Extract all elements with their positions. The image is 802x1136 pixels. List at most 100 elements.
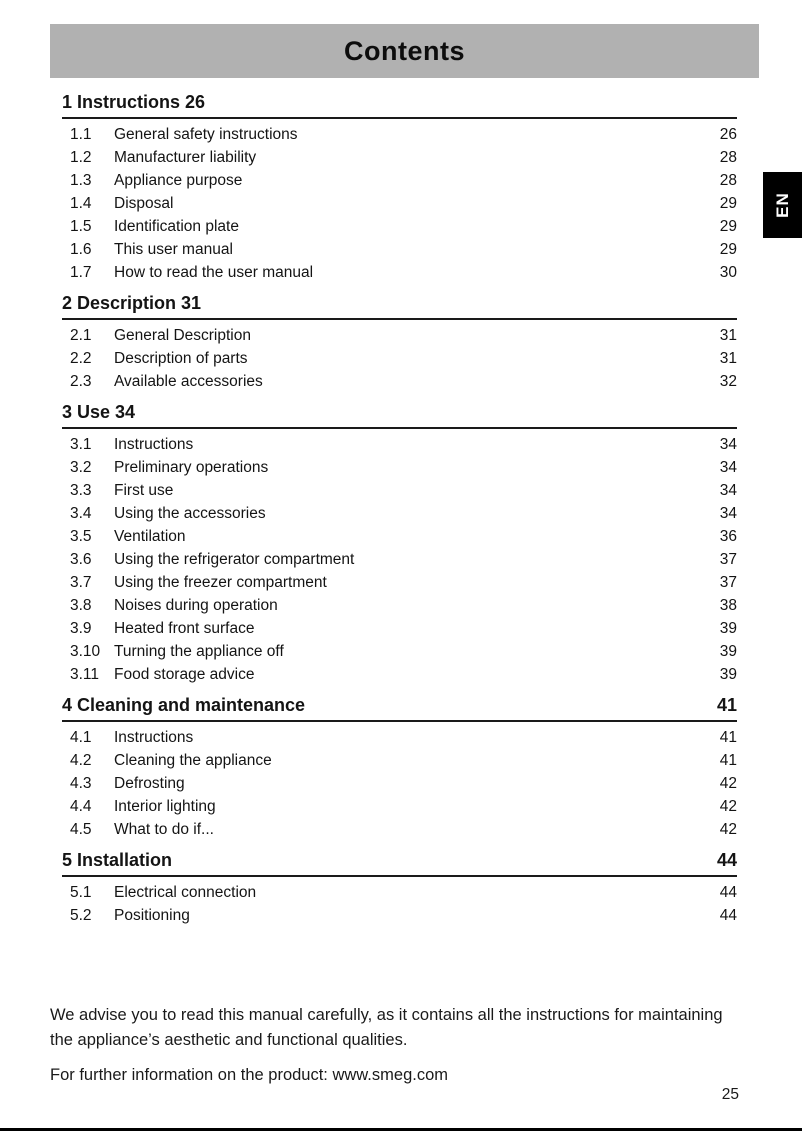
toc-item-label: Using the freezer compartment: [114, 573, 327, 591]
toc-section-1: 1 Instructions 26 1.1 General safety instr…: [62, 92, 737, 284]
toc-item: 3.4 Using the accessories 34: [62, 502, 737, 525]
toc-item-page: 42: [719, 774, 737, 792]
toc-item-page: 34: [719, 504, 737, 522]
toc-item: 1.5 Identification plate 29: [62, 215, 737, 238]
toc-section-header: 2 Description 31: [62, 293, 737, 320]
toc-item-number: 3.1: [70, 435, 92, 453]
toc-item-number: 4.5: [70, 820, 92, 838]
toc-section-5: 5 Installation 44 5.1 Electrical connection…: [62, 850, 737, 927]
toc-item: 2.2 Description of parts 31: [62, 347, 737, 370]
toc-item-page: 39: [719, 665, 737, 683]
toc-item-label: Interior lighting: [114, 797, 216, 815]
toc-item-label: What to do if...: [114, 820, 214, 838]
footer-paragraph: For further information on the product: …: [50, 1066, 448, 1084]
toc-item-page: 29: [719, 194, 737, 212]
toc-item-page: 37: [719, 550, 737, 568]
toc-item-label: Disposal: [114, 194, 174, 212]
toc-item-number: 2.3: [70, 372, 92, 390]
toc-item-page: 28: [719, 171, 737, 189]
toc: 1 Instructions 26 1.1 General safety instr…: [62, 92, 737, 927]
toc-item: 4.1 Instructions 41: [62, 726, 737, 749]
toc-item-label: Cleaning the appliance: [114, 751, 272, 769]
language-tab-label: EN: [772, 192, 792, 218]
toc-item: 3.3 First use 34: [62, 479, 737, 502]
toc-item: 4.3 Defrosting 42: [62, 772, 737, 795]
toc-item-label: Using the refrigerator compartment: [114, 550, 355, 568]
toc-item-page: 29: [719, 240, 737, 258]
toc-item: 3.11 Food storage advice 39: [62, 663, 737, 686]
toc-section-3: 3 Use 34 3.1 Instructions 34 3.2 Preliminary …: [62, 402, 737, 686]
toc-item-page: 44: [719, 883, 737, 901]
toc-item-number: 2.1: [70, 326, 92, 344]
toc-item: 3.8 Noises during operation 38: [62, 594, 737, 617]
toc-item: 5.2 Positioning 44: [62, 904, 737, 927]
toc-item: 2.1 General Description 31: [62, 324, 737, 347]
toc-item-label: Noises during operation: [114, 596, 278, 614]
toc-item: 4.5 What to do if... 42: [62, 818, 737, 841]
toc-item-number: 3.11: [70, 665, 100, 683]
toc-section-title: 5 Installation: [62, 850, 173, 870]
contents-title-bar: Contents: [50, 24, 759, 78]
toc-section-title: 2 Description 31: [62, 293, 202, 313]
toc-item-label: Positioning: [114, 906, 190, 924]
toc-item-number: 3.7: [70, 573, 92, 591]
toc-item-number: 1.4: [70, 194, 92, 212]
toc-section-title: 1 Instructions 26: [62, 92, 206, 112]
toc-item: 1.1 General safety instructions 26: [62, 123, 737, 146]
toc-section-page: 44: [716, 850, 737, 870]
toc-item-label: Electrical connection: [114, 883, 257, 901]
toc-item-number: 1.1: [70, 125, 92, 143]
toc-item: 3.10 Turning the appliance off 39: [62, 640, 737, 663]
toc-item-page: 26: [719, 125, 737, 143]
toc-item-number: 4.1: [70, 728, 92, 746]
toc-section-items: 5.1 Electrical connection 44 5.2 Positioning…: [62, 877, 737, 927]
toc-item-label: This user manual: [114, 240, 233, 258]
toc-item-label: Available accessories: [114, 372, 263, 390]
toc-item-label: Heated front surface: [114, 619, 255, 637]
toc-item-page: 34: [719, 458, 737, 476]
toc-item: 3.6 Using the refrigerator compartment 37: [62, 548, 737, 571]
toc-item-number: 4.3: [70, 774, 92, 792]
toc-item-page: 32: [719, 372, 737, 390]
toc-item-label: Turning the appliance off: [114, 642, 284, 660]
page-title: Contents: [344, 35, 465, 66]
toc-section-header: 5 Installation 44: [62, 850, 737, 877]
toc-item: 4.4 Interior lighting 42: [62, 795, 737, 818]
toc-item: 4.2 Cleaning the appliance 41: [62, 749, 737, 772]
toc-item-label: Description of parts: [114, 349, 248, 367]
toc-item: 3.2 Preliminary operations 34: [62, 456, 737, 479]
toc-item-page: 29: [719, 217, 737, 235]
toc-section-title: 4 Cleaning and maintenance: [62, 695, 306, 715]
toc-section-header: 3 Use 34: [62, 402, 737, 429]
toc-item-page: 30: [719, 263, 737, 281]
toc-item-page: 31: [719, 349, 737, 367]
toc-item-label: Food storage advice: [114, 665, 255, 683]
toc-item: 1.4 Disposal 29: [62, 192, 737, 215]
toc-item: 3.7 Using the freezer compartment 37: [62, 571, 737, 594]
toc-item-page: 39: [719, 642, 737, 660]
toc-item: 1.6 This user manual 29: [62, 238, 737, 261]
toc-item-number: 3.9: [70, 619, 92, 637]
toc-item-label: Ventilation: [114, 527, 186, 545]
toc-item-number: 3.2: [70, 458, 92, 476]
toc-item-label: General safety instructions: [114, 125, 298, 143]
toc-item: 2.3 Available accessories 32: [62, 370, 737, 393]
toc-item-number: 5.2: [70, 906, 92, 924]
toc-item-label: Instructions: [114, 435, 194, 453]
toc-item-number: 3.8: [70, 596, 92, 614]
toc-section-4: 4 Cleaning and maintenance 41 4.1 Instructi…: [62, 695, 737, 841]
toc-item-page: 34: [719, 435, 737, 453]
footer-note: We advise you to read this manual carefu…: [50, 1003, 764, 1088]
toc-item: 3.5 Ventilation 36: [62, 525, 737, 548]
toc-item: 1.3 Appliance purpose 28: [62, 169, 737, 192]
toc-item-label: Using the accessories: [114, 504, 266, 522]
toc-item-page: 34: [719, 481, 737, 499]
toc-item-page: 39: [719, 619, 737, 637]
toc-item-page: 41: [719, 751, 737, 769]
toc-section-page: 41: [716, 695, 737, 715]
toc-item: 3.1 Instructions 34: [62, 433, 737, 456]
toc-item-number: 3.5: [70, 527, 92, 545]
toc-item-number: 2.2: [70, 349, 92, 367]
toc-item: 5.1 Electrical connection 44: [62, 881, 737, 904]
toc-item-label: Preliminary operations: [114, 458, 269, 476]
